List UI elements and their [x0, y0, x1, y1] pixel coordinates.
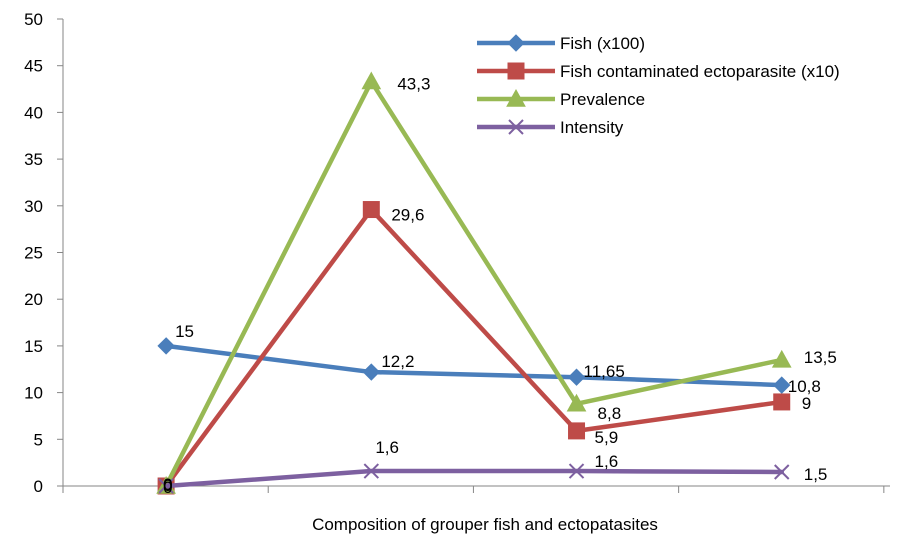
data-point [568, 422, 586, 440]
data-label: 1,6 [375, 438, 399, 457]
legend-marker [507, 34, 525, 52]
data-labels: 1512,211,6510,8029,65,99043,38,813,501,6… [163, 75, 837, 497]
data-label: 1,6 [595, 452, 619, 471]
legend-item: Fish (x100) [477, 34, 645, 53]
data-point [773, 376, 791, 394]
legend: Fish (x100) Fish contaminated ectoparasit… [477, 34, 840, 137]
data-point [157, 337, 175, 355]
data-label: 15 [175, 322, 194, 341]
data-label: 8,8 [598, 404, 622, 423]
series-line [163, 468, 784, 489]
series-line [163, 79, 784, 489]
x-axis-title: Composition of grouper fish and ectopata… [312, 515, 658, 534]
series-prevalence [156, 71, 792, 494]
legend-marker [508, 119, 524, 135]
y-tick-label: 35 [24, 150, 43, 169]
legend-label: Intensity [560, 118, 624, 137]
series-line [163, 207, 784, 489]
data-label: 11,65 [584, 362, 625, 381]
y-tick-label: 10 [24, 384, 43, 403]
y-tick-label: 20 [24, 290, 43, 309]
data-point [361, 71, 382, 90]
data-label: 29,6 [391, 206, 424, 225]
legend-label: Fish contaminated ectoparasite (x10) [560, 62, 840, 81]
legend-item: Prevalence [477, 88, 645, 109]
legend-label: Fish (x100) [560, 34, 645, 53]
y-tick-label: 40 [24, 103, 43, 122]
data-label: 43,3 [397, 75, 430, 94]
legend-marker [506, 88, 526, 107]
legend-marker [507, 62, 525, 80]
data-label: 0 [163, 478, 172, 497]
data-label: 10,8 [788, 377, 821, 396]
data-point [158, 478, 174, 494]
y-tick-label: 15 [24, 337, 43, 356]
y-tick-label: 25 [24, 244, 43, 263]
data-point [566, 393, 587, 412]
data-label: 1,5 [804, 465, 828, 484]
y-tick-label: 50 [24, 10, 43, 29]
y-tick-label: 5 [34, 430, 43, 449]
data-point [362, 201, 380, 219]
series-intensity [158, 463, 790, 494]
y-tick-label: 45 [24, 57, 43, 76]
y-tick-label: 30 [24, 197, 43, 216]
y-tick-label: 0 [34, 477, 43, 496]
data-label: 9 [802, 394, 811, 413]
data-label: 12,2 [381, 352, 414, 371]
chart-axes: 0 5 10 15 20 25 30 35 40 45 50 [24, 10, 890, 496]
legend-item: Intensity [477, 118, 624, 137]
data-label: 0 [163, 475, 172, 494]
data-point [771, 349, 792, 368]
data-point [567, 368, 586, 386]
data-point [362, 363, 381, 381]
data-label: 13,5 [804, 348, 837, 367]
data-label: 5,9 [595, 428, 619, 447]
data-point [773, 393, 791, 411]
data-point [568, 463, 585, 479]
data-point [363, 463, 380, 479]
data-point [774, 464, 790, 480]
data-label: 0 [163, 476, 172, 495]
series-lines [156, 71, 792, 495]
legend-label: Prevalence [560, 90, 645, 109]
legend-item: Fish contaminated ectoparasite (x10) [477, 62, 840, 81]
